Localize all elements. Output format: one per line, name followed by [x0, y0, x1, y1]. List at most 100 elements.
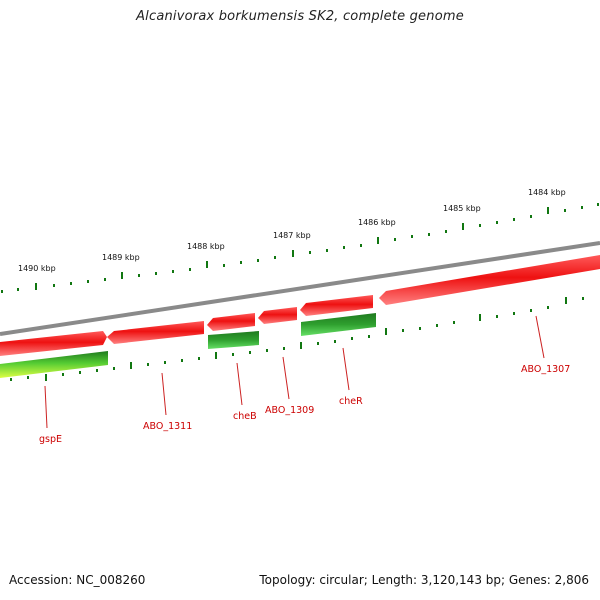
inner-tick [368, 335, 370, 338]
scale-ticks [1, 203, 599, 293]
inner-tick [164, 361, 166, 364]
scale-tick-minor [309, 251, 311, 254]
scale-labels: 1490 kbp 1489 kbp 1488 kbp 1487 kbp 1486… [18, 188, 566, 273]
leader-line-cheB [236, 362, 243, 406]
scale-tick-major [292, 250, 294, 257]
inner-tick [496, 315, 498, 318]
scale-tick-major [462, 223, 464, 230]
gene-arrow-unlabeled-2[interactable] [300, 295, 373, 316]
label-leaders [44, 315, 545, 429]
gene-band-cheB[interactable] [208, 331, 259, 349]
scale-tick-minor [53, 284, 55, 287]
inner-tick [419, 327, 421, 330]
inner-tick [351, 337, 353, 340]
genome-backbone [0, 241, 600, 336]
scale-tick-minor [104, 278, 106, 281]
inner-tick [198, 357, 200, 360]
scale-label: 1489 kbp [102, 253, 140, 262]
scale-tick-minor [428, 233, 430, 236]
leader-line-ABO_1311 [161, 372, 167, 416]
scale-tick-minor [496, 221, 498, 224]
inner-ticks [10, 297, 584, 381]
scale-label: 1486 kbp [358, 218, 396, 227]
scale-tick-minor [394, 238, 396, 241]
inner-tick [317, 342, 319, 345]
scale-tick-minor [513, 218, 515, 221]
inner-tick [266, 349, 268, 352]
leader-line-ABO_1307 [535, 315, 545, 359]
gene-arrow-unlabeled-1[interactable] [207, 313, 255, 331]
inner-tick [181, 359, 183, 362]
inner-tick [96, 369, 98, 372]
gene-label-gspE[interactable]: gspE [39, 434, 62, 445]
gene-labels: gspE ABO_1311 cheB ABO_1309 cheR ABO_130… [39, 364, 570, 445]
scale-tick-minor [564, 209, 566, 212]
inner-tick [530, 309, 532, 312]
inner-tick [283, 347, 285, 350]
inner-tick [582, 297, 584, 300]
reverse-strand-genes [0, 313, 376, 378]
gene-band-cheR[interactable] [301, 313, 376, 336]
scale-tick-minor [1, 290, 3, 293]
scale-tick-minor [343, 246, 345, 249]
scale-tick-minor [479, 224, 481, 227]
map-title: Alcanivorax borkumensis SK2, complete ge… [136, 9, 464, 24]
inner-tick-major [565, 297, 567, 304]
scale-tick-minor [326, 249, 328, 252]
scale-tick-minor [581, 206, 583, 209]
scale-tick-minor [360, 244, 362, 247]
scale-tick-minor [70, 282, 72, 285]
scale-tick-minor [240, 261, 242, 264]
inner-tick-major [215, 352, 217, 359]
inner-tick-major [300, 342, 302, 349]
scale-tick-minor [189, 268, 191, 271]
inner-tick [453, 321, 455, 324]
scale-label: 1485 kbp [443, 204, 481, 213]
scale-tick-minor [223, 264, 225, 267]
inner-tick [232, 353, 234, 356]
gene-label-ABO_1311[interactable]: ABO_1311 [143, 421, 192, 432]
inner-tick [147, 363, 149, 366]
inner-tick [62, 373, 64, 376]
inner-tick [402, 329, 404, 332]
scale-tick-minor [257, 259, 259, 262]
scale-tick-minor [445, 230, 447, 233]
inner-tick-major [130, 362, 132, 369]
inner-tick-major [45, 374, 47, 381]
genome-summary-text: Topology: circular; Length: 3,120,143 bp… [259, 573, 589, 587]
scale-tick-minor [172, 270, 174, 273]
leader-line-gspE [44, 385, 48, 429]
scale-tick-major [206, 261, 208, 268]
gene-label-ABO_1309[interactable]: ABO_1309 [265, 405, 314, 416]
scale-label: 1487 kbp [273, 231, 311, 240]
scale-tick-minor [597, 203, 599, 206]
gene-arrow-ABO_1307[interactable] [379, 255, 600, 305]
gene-band-gspE[interactable] [0, 351, 108, 378]
scale-tick-minor [87, 280, 89, 283]
leader-line-cheR [342, 347, 350, 391]
gene-arrow-ABO_1309[interactable] [258, 307, 297, 324]
inner-tick-major [479, 314, 481, 321]
scale-tick-minor [530, 215, 532, 218]
inner-tick [79, 371, 81, 374]
inner-tick [436, 324, 438, 327]
scale-label: 1490 kbp [18, 264, 56, 273]
scale-tick-major [121, 272, 123, 279]
scale-tick-minor [138, 274, 140, 277]
scale-tick-minor [17, 288, 19, 291]
gene-label-cheR[interactable]: cheR [339, 396, 363, 407]
gene-label-ABO_1307[interactable]: ABO_1307 [521, 364, 570, 375]
inner-tick [10, 378, 12, 381]
gene-arrow-left-edge[interactable] [0, 331, 107, 356]
inner-tick-major [385, 328, 387, 335]
scale-tick-minor [274, 256, 276, 259]
accession-text: Accession: NC_008260 [9, 573, 146, 587]
scale-label: 1488 kbp [187, 242, 225, 251]
inner-tick [27, 376, 29, 379]
gene-arrow-ABO_1311[interactable] [107, 321, 204, 344]
gene-label-cheB[interactable]: cheB [233, 411, 257, 422]
scale-tick-major [377, 237, 379, 244]
scale-tick-minor [155, 272, 157, 275]
scale-tick-minor [411, 235, 413, 238]
